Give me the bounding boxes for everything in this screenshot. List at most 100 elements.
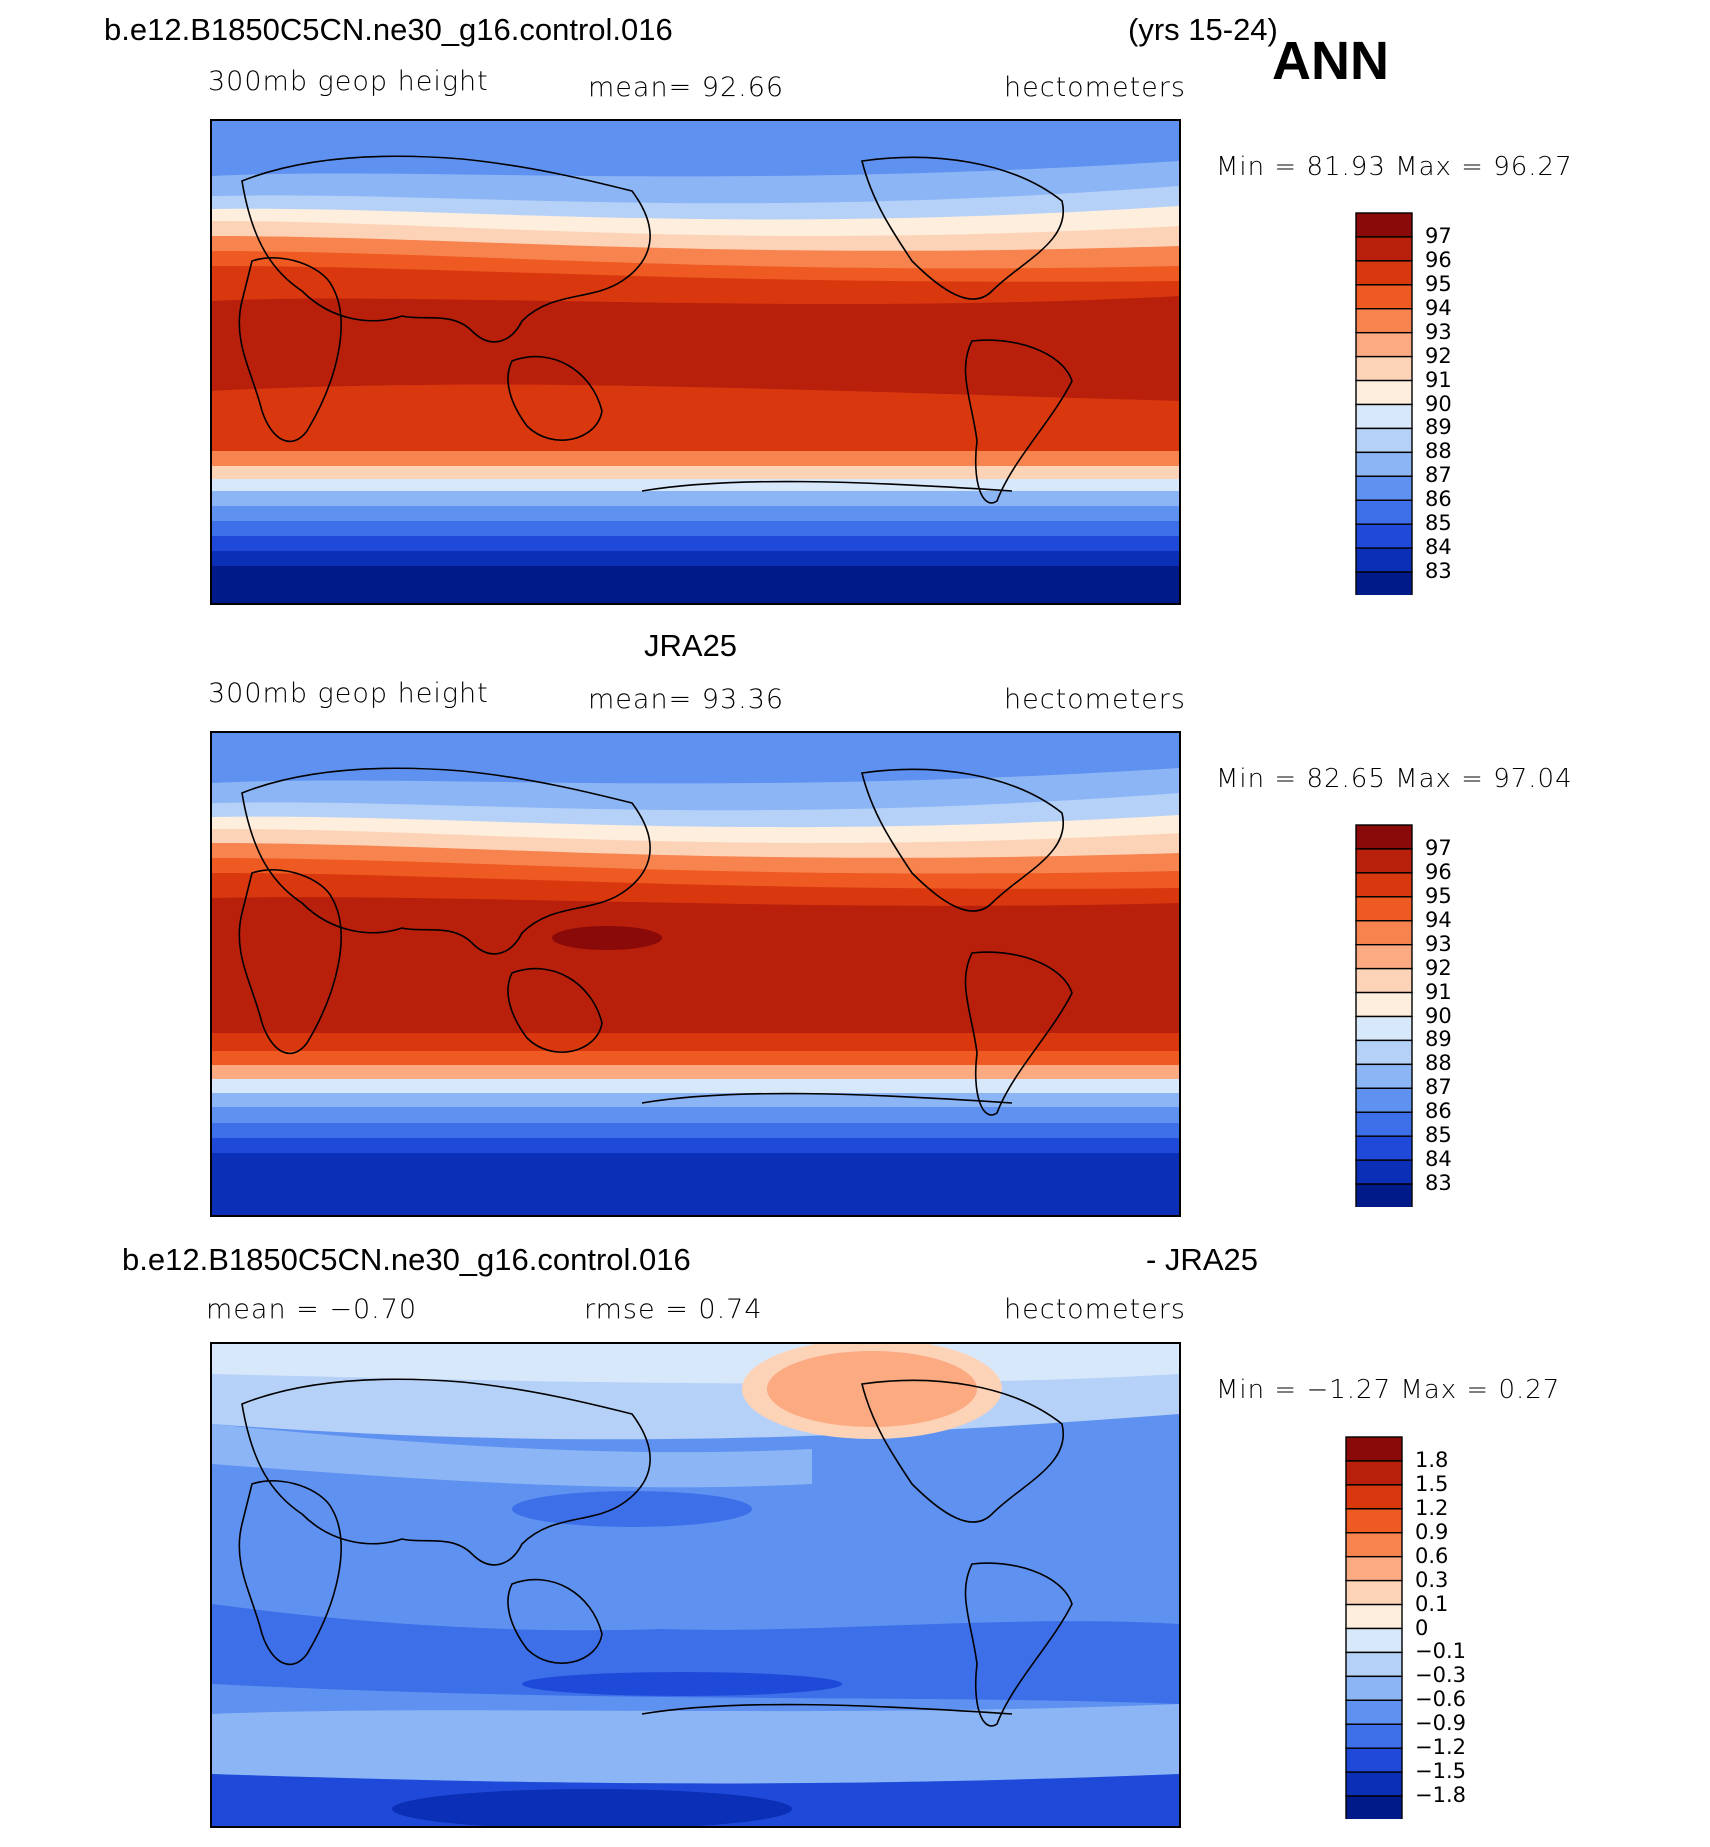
colorbar-level-label: −1.5 [1415,1759,1466,1784]
colorbar-level-label: 1.8 [1415,1447,1449,1472]
colorbar-swatch [1345,1627,1403,1654]
colorbar-level-label: 92 [1425,955,1452,980]
colorbar-swatch [1345,1699,1403,1725]
panel2-map [210,731,1181,1217]
colorbar-swatch [1355,1135,1413,1161]
panel3-coastlines [238,1378,1073,1727]
colorbar-swatch [1345,1532,1403,1558]
colorbar-swatch [1345,1460,1403,1486]
panel2-colorbar-swatches [1355,824,1413,1209]
colorbar-level-label: 90 [1425,391,1452,416]
panel3-title-left: b.e12.B1850C5CN.ne30_g16.control.016 [122,1242,691,1277]
panel3-rmse: rmse = 0.74 [584,1294,763,1325]
colorbar-level-label: 84 [1425,1147,1452,1172]
colorbar-level-label: 95 [1425,883,1452,908]
colorbar-swatch [1345,1723,1403,1749]
colorbar-swatch [1355,475,1413,501]
colorbar-swatch [1345,1651,1403,1678]
colorbar-swatch [1355,284,1413,310]
case-name-title: b.e12.B1850C5CN.ne30_g16.control.016 [104,12,673,47]
panel1-colorbar-swatches [1355,212,1413,597]
colorbar-level-label: 97 [1425,835,1452,860]
panel3-units: hectometers [1004,1294,1186,1325]
colorbar-swatch [1355,1063,1413,1090]
colorbar-swatch [1355,920,1413,946]
colorbar-swatch [1355,427,1413,454]
colorbar-level-label: 91 [1425,979,1452,1004]
panel1-minmax: Min = 81.93 Max = 96.27 [1216,152,1573,182]
colorbar-swatch [1345,1508,1403,1534]
colorbar-level-label: −0.6 [1415,1687,1466,1712]
panel2-colorbar [1355,824,1413,1209]
colorbar-level-label: 0.1 [1415,1591,1449,1616]
colorbar-level-label: −0.1 [1415,1639,1466,1664]
colorbar-level-label: 96 [1425,859,1452,884]
panel3-colorbar-swatches [1345,1436,1403,1821]
colorbar-swatch [1355,571,1413,597]
colorbar-swatch [1355,1039,1413,1066]
panel1-mean: mean= 92.66 [588,72,785,103]
panel2-variable: 300mb geop height [208,678,489,709]
colorbar-level-label: 0 [1415,1615,1429,1640]
colorbar-level-label: 87 [1425,463,1452,488]
colorbar-swatch [1355,212,1413,238]
colorbar-level-label: 89 [1425,415,1452,440]
colorbar-level-label: 1.2 [1415,1495,1449,1520]
colorbar-swatch [1345,1436,1403,1462]
colorbar-swatch [1355,824,1413,850]
colorbar-swatch [1355,1183,1413,1209]
colorbar-level-label: 94 [1425,907,1452,932]
colorbar-swatch [1355,1159,1413,1185]
colorbar-level-label: 86 [1425,1099,1452,1124]
colorbar-level-label: 83 [1425,559,1452,584]
colorbar-level-label: 86 [1425,487,1452,512]
colorbar-level-label: 92 [1425,343,1452,368]
panel3-title-right: - JRA25 [1146,1242,1258,1277]
colorbar-level-label: 94 [1425,295,1452,320]
season-label: ANN [1272,31,1389,91]
colorbar-swatch [1355,523,1413,549]
colorbar-level-label: 88 [1425,1051,1452,1076]
colorbar-swatch [1345,1675,1403,1702]
colorbar-level-label: 96 [1425,247,1452,272]
colorbar-swatch [1345,1555,1403,1582]
colorbar-swatch [1355,308,1413,334]
colorbar-level-label: −0.9 [1415,1711,1466,1736]
panel3-colorbar [1345,1436,1403,1821]
panel3-contour-field [212,1344,1179,1826]
colorbar-swatch [1355,403,1413,430]
colorbar-swatch [1355,451,1413,478]
colorbar-swatch [1355,379,1413,406]
colorbar-swatch [1345,1603,1403,1630]
colorbar-swatch [1345,1747,1403,1773]
panel2-coastlines [238,767,1073,1116]
colorbar-level-label: 85 [1425,1123,1452,1148]
colorbar-level-label: 89 [1425,1027,1452,1052]
colorbar-level-label: 90 [1425,1003,1452,1028]
panel3-map [210,1342,1181,1828]
colorbar-level-label: 83 [1425,1171,1452,1196]
colorbar-swatch [1345,1579,1403,1606]
colorbar-swatch [1355,848,1413,874]
colorbar-swatch [1355,991,1413,1018]
colorbar-level-label: 91 [1425,367,1452,392]
colorbar-level-label: 87 [1425,1075,1452,1100]
colorbar-level-label: −1.8 [1415,1783,1466,1808]
colorbar-level-label: 0.9 [1415,1519,1449,1544]
panel2-minmax: Min = 82.65 Max = 97.04 [1216,764,1573,794]
colorbar-level-label: 97 [1425,223,1452,248]
colorbar-swatch [1355,943,1413,970]
colorbar-swatch [1355,331,1413,358]
panel2-units: hectometers [1004,684,1186,715]
colorbar-level-label: 84 [1425,535,1452,560]
colorbar-level-label: 93 [1425,319,1452,344]
years-label: (yrs 15-24) [1128,12,1278,47]
panel1-coastlines [238,155,1073,504]
colorbar-swatch [1355,236,1413,262]
colorbar-swatch [1355,547,1413,573]
colorbar-swatch [1355,872,1413,898]
panel3-mean: mean = −0.70 [206,1294,418,1325]
colorbar-level-label: −0.3 [1415,1663,1466,1688]
colorbar-swatch [1345,1484,1403,1510]
panel1-variable: 300mb geop height [208,66,489,97]
